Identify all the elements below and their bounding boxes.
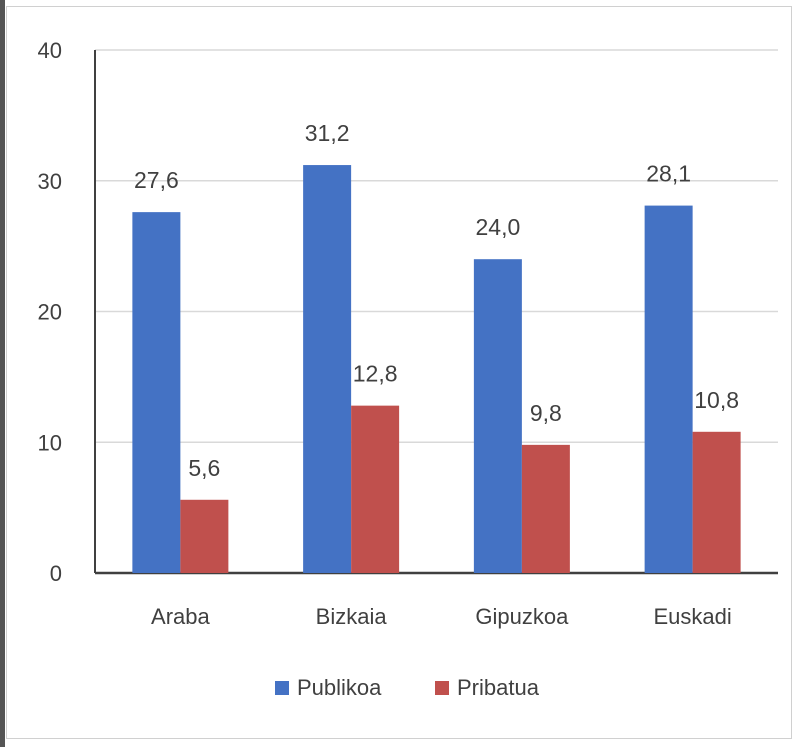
bar-publikoa-euskadi (644, 205, 693, 573)
x-category-label: Bizkaia (316, 604, 388, 629)
legend-label: Publikoa (297, 675, 382, 700)
data-label: 31,2 (305, 120, 350, 146)
data-label: 12,8 (353, 361, 398, 387)
bar-pribatua-araba (180, 499, 229, 573)
bar-publikoa-gipuzkoa (473, 259, 522, 573)
bar-pribatua-euskadi (692, 431, 741, 573)
y-tick-label: 40 (38, 38, 62, 63)
data-label: 9,8 (530, 400, 562, 426)
bar-pribatua-bizkaia (351, 405, 400, 573)
legend-label: Pribatua (457, 675, 540, 700)
y-tick-label: 0 (50, 561, 62, 586)
data-label: 28,1 (646, 161, 691, 187)
legend-swatch-publikoa (275, 681, 289, 695)
data-label: 5,6 (188, 455, 220, 481)
data-label: 24,0 (475, 214, 520, 240)
y-tick-label: 20 (38, 300, 62, 325)
legend-swatch-pribatua (435, 681, 449, 695)
bar-publikoa-araba (132, 212, 181, 573)
bar-pribatua-gipuzkoa (521, 444, 570, 573)
y-tick-label: 30 (38, 169, 62, 194)
data-label: 10,8 (694, 387, 739, 413)
x-category-label: Euskadi (653, 604, 731, 629)
data-label: 27,6 (134, 167, 179, 193)
x-category-label: Araba (151, 604, 210, 629)
left-border (0, 0, 5, 747)
x-category-label: Gipuzkoa (475, 604, 569, 629)
bar-publikoa-bizkaia (303, 165, 352, 573)
y-tick-label: 10 (38, 430, 62, 455)
